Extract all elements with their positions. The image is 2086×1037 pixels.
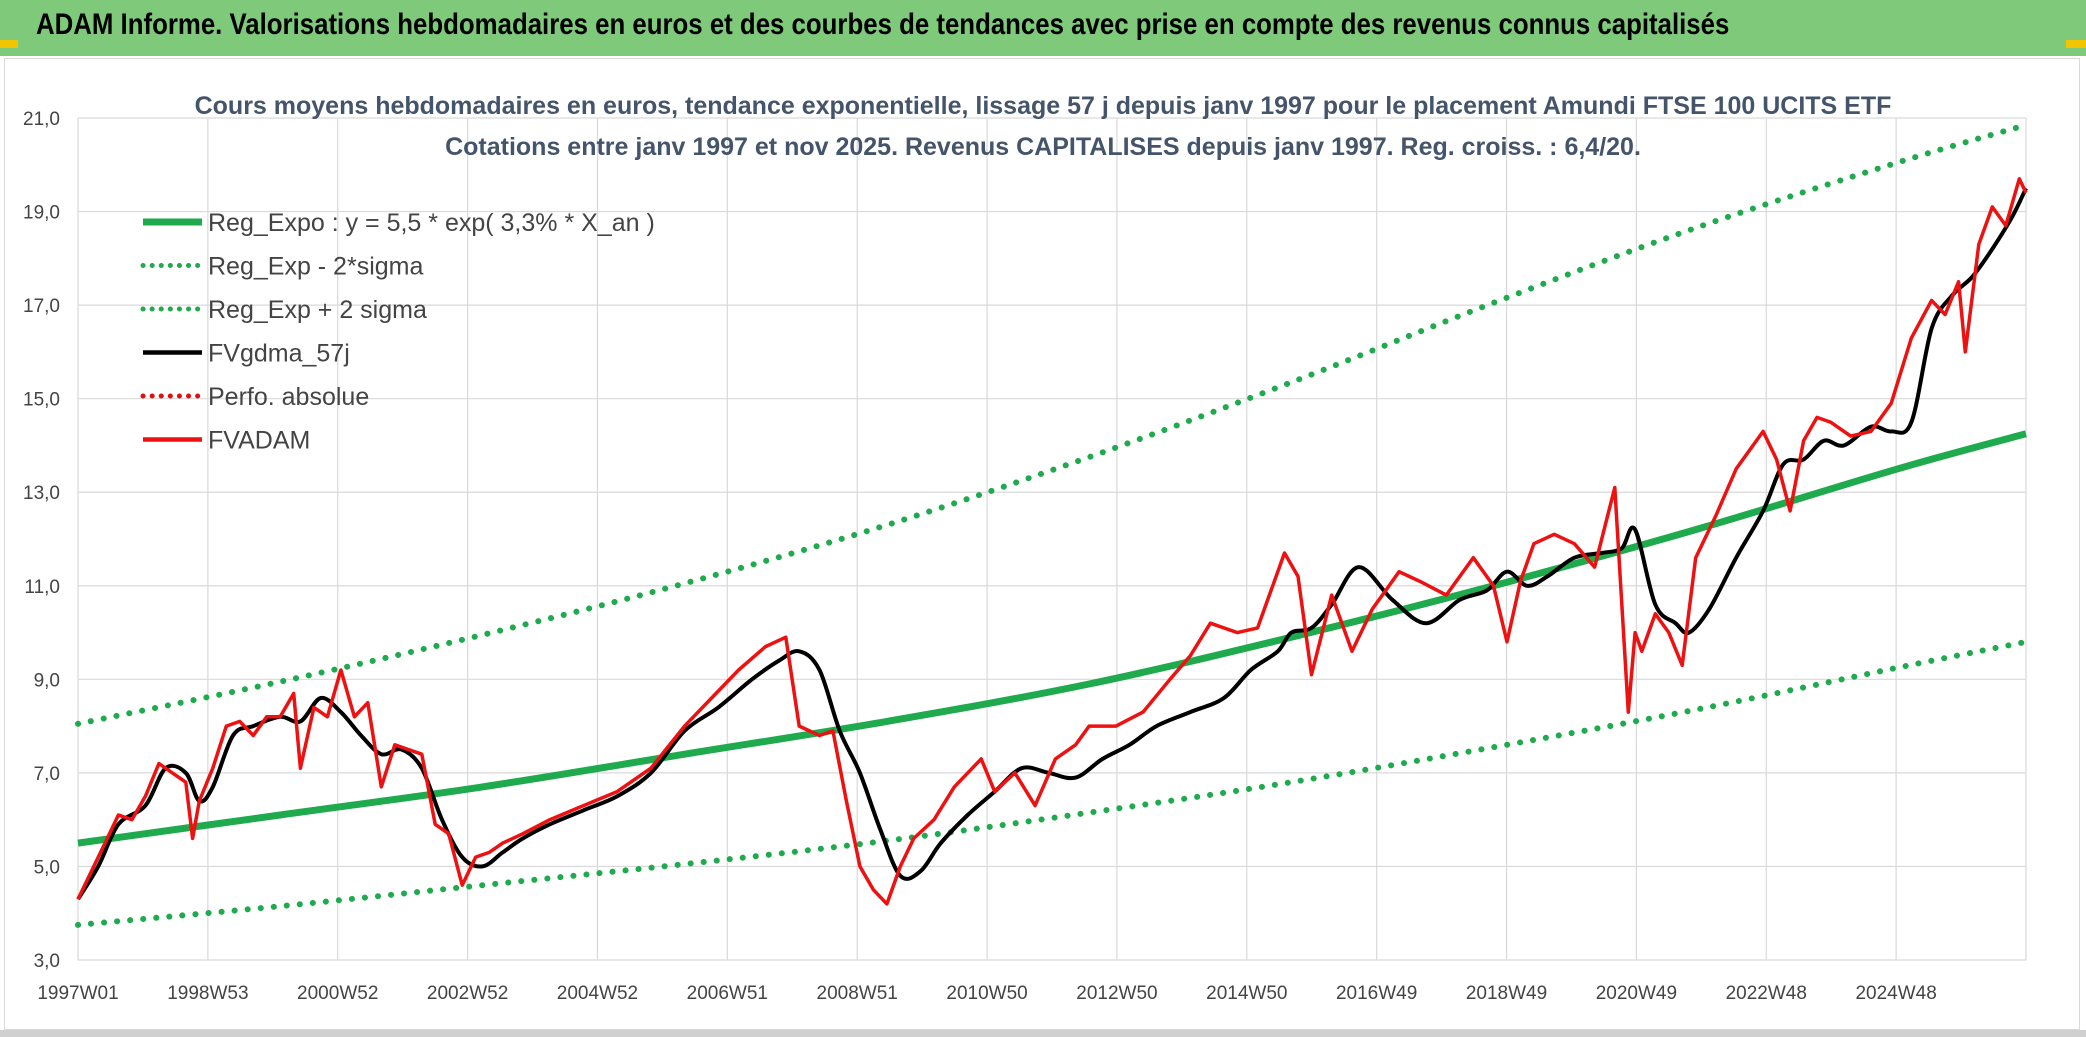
legend-label: Reg_Expo : y = 5,5 * exp( 3,3% * X_an ) [208,209,655,237]
x-tick-label: 2022W48 [1726,983,1807,1004]
y-tick-label: 11,0 [24,577,60,598]
y-tick-label: 9,0 [34,670,60,691]
series-fvgdma-57j [76,187,2028,901]
bottom-strip [0,1030,2086,1037]
x-tick-label: 2016W49 [1336,983,1417,1004]
x-tick-label: 2000W52 [297,983,378,1004]
series-reg-plus-2sigma [75,122,2029,727]
y-tick-label: 19,0 [23,203,60,224]
legend-item-reg-minus: Reg_Exp - 2*sigma [140,253,423,281]
y-tick-label: 21,0 [23,109,60,130]
y-tick-label: 5,0 [34,857,60,878]
x-tick-label: 2012W50 [1076,983,1157,1004]
x-tick-label: 2010W50 [946,983,1027,1004]
x-axis-ticks: 1997W01 1998W53 2000W52 2002W52 2004W52 2006W… [37,983,1936,1004]
banner-title: ADAM Informe. Valorisations hebdomadaire… [36,8,1730,41]
legend-item-reg-plus: Reg_Exp + 2 sigma [140,296,427,324]
gridlines [77,117,2027,961]
legend-label: FVgdma_57j [208,340,350,368]
x-tick-label: 2014W50 [1206,983,1287,1004]
chart-subtitle: Cotations entre janv 1997 et nov 2025. R… [445,133,1641,161]
legend-item-fvadam: FVADAM [143,427,310,455]
series-fvadam [76,177,2028,906]
x-tick-label: 1997W01 [37,983,118,1004]
y-tick-label: 17,0 [23,296,60,317]
corner-marker-left [0,40,18,48]
corner-marker-right [2066,40,2086,48]
y-tick-label: 3,0 [34,951,60,972]
title-banner: ADAM Informe. Valorisations hebdomadaire… [0,0,2086,56]
x-tick-label: 2020W49 [1596,983,1677,1004]
legend-item-perfo: Perfo. absolue [140,383,369,411]
x-tick-label: 2002W52 [427,983,508,1004]
x-tick-label: 1998W53 [167,983,248,1004]
series-reg-expo [77,430,2027,847]
x-tick-label: 2008W51 [817,983,898,1004]
y-tick-label: 15,0 [23,390,60,411]
legend-label: FVADAM [208,427,310,455]
legend-label: Reg_Exp + 2 sigma [208,296,427,324]
y-tick-label: 13,0 [23,483,60,504]
series-layer [75,122,2029,928]
chart-title: Cours moyens hebdomadaires en euros, ten… [195,92,1892,120]
y-axis-ticks: 21,0 19,0 17,0 15,0 13,0 11,0 9,0 7,0 5,0 3,0 [23,109,60,972]
legend-item-reg-expo: Reg_Expo : y = 5,5 * exp( 3,3% * X_an ) [143,209,655,237]
x-tick-label: 2018W49 [1466,983,1547,1004]
legend-item-fvgdma: FVgdma_57j [143,340,350,368]
series-reg-minus-2sigma [75,638,2029,928]
legend: Reg_Expo : y = 5,5 * exp( 3,3% * X_an ) R… [140,209,655,455]
legend-label: Perfo. absolue [208,383,369,411]
x-tick-label: 2006W51 [687,983,768,1004]
x-tick-label: 2004W52 [557,983,638,1004]
y-tick-label: 7,0 [34,764,60,785]
x-tick-label: 2024W48 [1855,983,1936,1004]
chart-area [4,58,2080,1030]
legend-label: Reg_Exp - 2*sigma [208,253,423,281]
